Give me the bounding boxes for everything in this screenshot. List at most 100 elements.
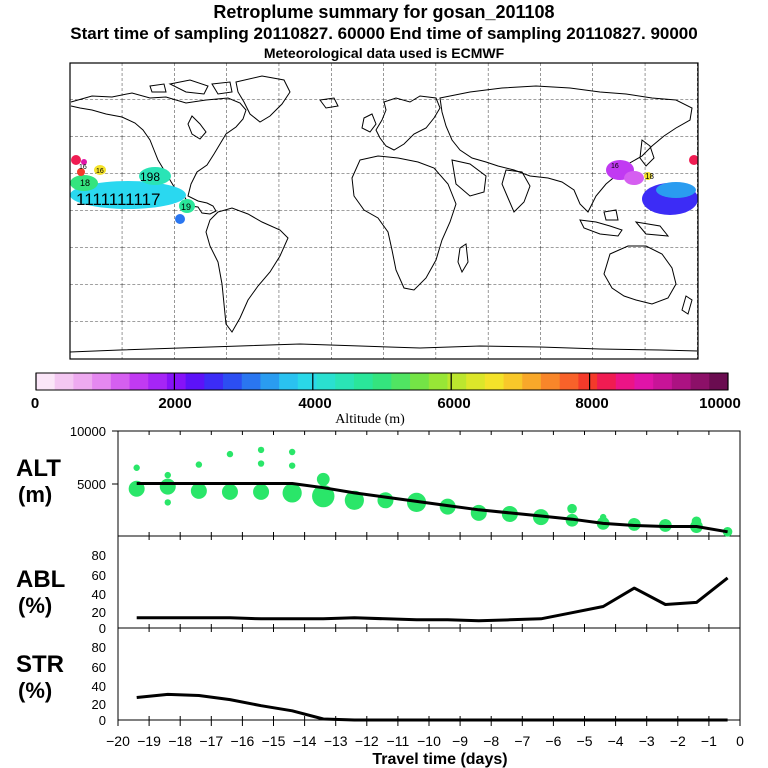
- coast-british-isles: [361, 113, 377, 133]
- plume-dot-magenta: [81, 159, 87, 165]
- colorbar-segment-7: [166, 373, 187, 390]
- abl-series-line: [136, 576, 729, 623]
- abl-panel-label: ABL: [16, 566, 65, 593]
- alt-cluster-marker-2: [159, 478, 176, 495]
- abl-ytick-40: 40: [92, 587, 106, 602]
- alt-cluster-marker-15: [312, 484, 335, 508]
- coast-australia: [603, 245, 677, 305]
- str-panel-frame: [117, 627, 741, 721]
- str-ytick-40: 40: [92, 679, 106, 694]
- str-plot: [136, 628, 728, 722]
- coast-greenland: [235, 75, 291, 123]
- plume-cluster-east-lightblue: [656, 182, 696, 198]
- alt-cluster-marker-11: [257, 446, 265, 454]
- coast-japan: [639, 139, 655, 167]
- colorbar-segment-29: [578, 373, 598, 390]
- colorbar-ticks: 0 2000 4000 6000 8000 10000: [31, 395, 741, 412]
- alt-panel-unit: (m): [18, 482, 52, 507]
- abl-panel-unit: (%): [18, 593, 52, 618]
- plume-cluster-east-purple-2: [624, 171, 644, 185]
- alt-ytick-5000: 5000: [77, 477, 106, 492]
- map-plume-clusters: [70, 155, 698, 224]
- colorbar-segment-12: [260, 373, 280, 390]
- alt-cluster-marker-32: [662, 519, 669, 526]
- alt-cluster-marker-22: [470, 504, 487, 521]
- colorbar-tick-4000: 4000: [298, 395, 331, 412]
- abl-panel-frame: [117, 535, 741, 629]
- colorbar-segment-1: [54, 373, 74, 390]
- alt-cluster-marker-7: [221, 483, 238, 500]
- colorbar-segment-30: [597, 373, 617, 390]
- plume-dot-east-red: [689, 155, 698, 165]
- alt-cluster-marker-1: [133, 464, 140, 471]
- x-tick-label-12: −8: [483, 733, 499, 749]
- x-tick-label-7: −13: [324, 733, 348, 749]
- str-panel-label: STR: [16, 651, 64, 678]
- x-tick-label-5: −15: [262, 733, 286, 749]
- colorbar-tick-0: 0: [31, 395, 39, 412]
- colorbar-segment-10: [223, 373, 243, 390]
- map-label-19: 19: [181, 202, 191, 212]
- x-tick-label-17: −3: [639, 733, 655, 749]
- x-tick-label-9: −11: [387, 733, 410, 749]
- plume-cluster-pacific-upper: [139, 167, 171, 185]
- colorbar-segment-33: [653, 373, 673, 390]
- colorbar-segment-23: [466, 373, 486, 390]
- colorbar-segment-21: [428, 373, 448, 390]
- colorbar-segment-27: [540, 373, 561, 390]
- colorbar-segment-16: [335, 373, 355, 390]
- alt-cluster-marker-16: [316, 472, 330, 486]
- abl-ytick-80: 80: [92, 548, 106, 563]
- colorbar-segment-34: [671, 373, 691, 390]
- x-tick-label-14: −6: [545, 733, 561, 749]
- colorbar-segment-4: [110, 373, 130, 390]
- x-tick-label-6: −14: [293, 733, 317, 749]
- abl-ytick-0: 0: [99, 621, 106, 636]
- colorbar-segment-15: [316, 373, 336, 390]
- alt-cluster-marker-5: [190, 482, 207, 499]
- alt-plot: [128, 431, 733, 537]
- coast-madagascar: [457, 243, 469, 274]
- colorbar-segment-18: [372, 373, 392, 390]
- plume-dot-red-1: [71, 155, 81, 165]
- coast-hudson-bay: [187, 115, 207, 140]
- abl-ytick-60: 60: [92, 568, 106, 583]
- colorbar-segment-36: [709, 373, 729, 390]
- colorbar-segment-11: [241, 373, 261, 390]
- colorbar-segment-35: [690, 373, 710, 390]
- colorbar-segment-9: [204, 373, 224, 390]
- colorbar-tick-8000: 8000: [575, 395, 608, 412]
- map-label-198: 198: [140, 170, 160, 184]
- x-axis-label: Travel time (days): [372, 751, 507, 768]
- x-tick-label-8: −12: [355, 733, 379, 749]
- x-tick-label-11: −9: [452, 733, 468, 749]
- x-tick-label-15: −5: [577, 733, 593, 749]
- colorbar-segment-24: [484, 373, 504, 390]
- colorbar-segment-17: [353, 373, 374, 390]
- alt-cluster-marker-3: [164, 471, 171, 479]
- colorbar-segment-20: [410, 373, 430, 390]
- map-grid: [70, 63, 698, 359]
- alt-cluster-marker-12: [282, 483, 302, 503]
- colorbar-segment-19: [391, 373, 411, 390]
- coast-south-america: [205, 207, 289, 333]
- str-ytick-80: 80: [92, 640, 106, 655]
- colorbar-segment-0: [36, 373, 56, 390]
- plume-cluster-pacific-west: [70, 175, 98, 191]
- x-tick-label-0: −20: [106, 733, 130, 749]
- colorbar-label: Altitude (m): [335, 412, 405, 427]
- map-label-trajectory-digits: 1111111117: [76, 190, 160, 209]
- plume-cluster-yellow: [94, 165, 106, 175]
- alt-cluster-marker-6: [195, 461, 203, 468]
- coast-arabia: [451, 159, 487, 197]
- x-tick-label-10: −10: [417, 733, 441, 749]
- alt-cluster-marker-9: [253, 483, 270, 500]
- alt-ytick-10000: 10000: [70, 424, 106, 439]
- plume-cluster-pacific-main: [70, 181, 186, 209]
- colorbar-segment-14: [297, 373, 317, 390]
- x-tick-label-3: −17: [199, 733, 223, 749]
- alt-cluster-marker-17: [344, 490, 364, 510]
- coast-asia: [439, 85, 693, 213]
- colorbar-segment-6: [148, 373, 168, 390]
